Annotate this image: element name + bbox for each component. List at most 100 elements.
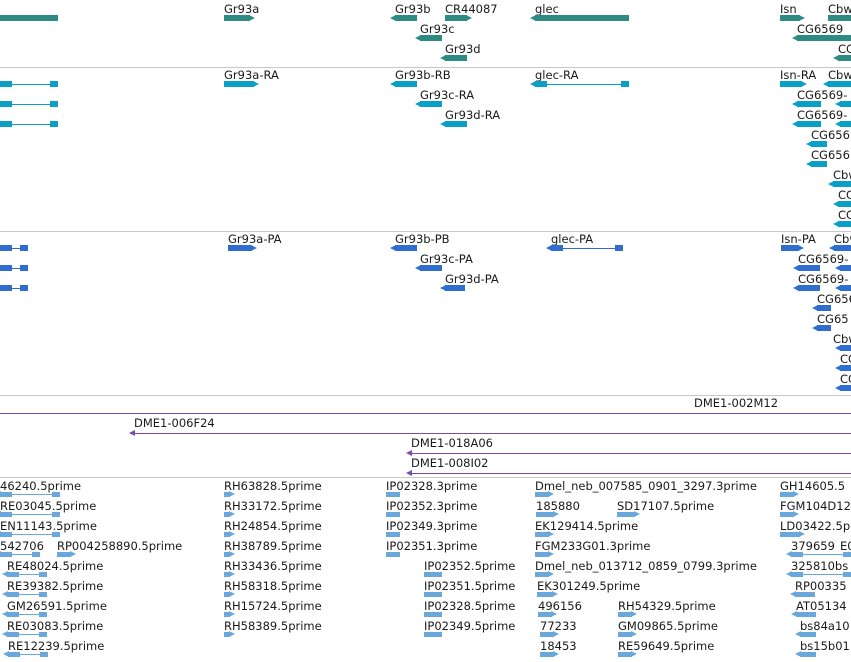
feature-glyph[interactable] (618, 651, 637, 657)
feature-glyph[interactable] (0, 409, 851, 417)
feature-glyph[interactable] (540, 651, 559, 657)
feature-label[interactable]: Dmel_neb_007585_0901_3297.3prime (535, 479, 757, 493)
feature-glyph[interactable] (57, 551, 76, 557)
feature-glyph[interactable] (228, 245, 257, 251)
feature-glyph[interactable] (540, 631, 559, 637)
feature-glyph[interactable] (224, 591, 235, 597)
feature-label[interactable]: 46240.5prime (0, 479, 82, 493)
feature-label[interactable]: Gr93a-RA (224, 68, 279, 82)
feature-label[interactable]: Cbw (833, 332, 851, 346)
feature-label[interactable]: Cbw (833, 168, 851, 182)
feature-label[interactable]: CG6569- (797, 108, 848, 122)
feature-glyph[interactable] (390, 81, 417, 87)
feature-label[interactable]: RH63828.5prime (224, 479, 322, 493)
feature-glyph[interactable] (792, 35, 851, 41)
feature-label[interactable]: Dmel_neb_013712_0859_0799.3prime (535, 559, 757, 573)
feature-glyph[interactable] (786, 551, 851, 557)
feature-glyph[interactable] (833, 221, 851, 227)
feature-glyph[interactable] (440, 55, 467, 61)
feature-glyph[interactable] (806, 161, 827, 167)
feature-glyph[interactable] (224, 551, 235, 557)
feature-glyph[interactable] (780, 491, 799, 497)
feature-label[interactable]: RE48024.5prime (7, 559, 104, 573)
feature-glyph[interactable] (0, 285, 28, 291)
feature-glyph[interactable] (835, 285, 851, 291)
feature-glyph[interactable] (386, 532, 400, 537)
feature-glyph[interactable] (792, 101, 821, 107)
feature-label[interactable]: RE03045.5prime (0, 499, 97, 513)
feature-glyph[interactable] (386, 552, 400, 557)
feature-glyph[interactable] (828, 15, 851, 21)
feature-glyph[interactable] (618, 611, 637, 617)
feature-label[interactable]: GM09865.5prime (618, 619, 718, 633)
feature-label[interactable]: RH54329.5prime (618, 599, 716, 613)
feature-glyph[interactable] (828, 181, 851, 187)
feature-label[interactable]: 77233 (540, 619, 577, 633)
feature-glyph[interactable] (0, 15, 58, 21)
feature-glyph[interactable] (792, 121, 821, 127)
feature-label[interactable]: CG (838, 42, 851, 56)
feature-glyph[interactable] (406, 470, 851, 476)
feature-glyph[interactable] (390, 15, 417, 21)
feature-label[interactable]: Gr93a-PA (228, 232, 282, 246)
feature-glyph[interactable] (2, 611, 47, 617)
feature-glyph[interactable] (835, 265, 851, 271)
feature-glyph[interactable] (0, 81, 58, 87)
feature-label[interactable]: RP004258890.5prime (57, 539, 183, 553)
feature-glyph[interactable] (835, 121, 851, 127)
feature-label[interactable]: FGM233G01.3prime (535, 539, 651, 553)
feature-glyph[interactable] (538, 611, 557, 617)
feature-label[interactable]: Gr93b-RB (395, 68, 451, 82)
feature-label[interactable]: Cbw (834, 232, 851, 246)
feature-glyph[interactable] (0, 551, 40, 557)
feature-glyph[interactable] (530, 15, 629, 21)
feature-label[interactable]: Isn (780, 2, 797, 16)
feature-glyph[interactable] (424, 592, 442, 597)
feature-glyph[interactable] (535, 551, 554, 557)
feature-label[interactable]: CG656 (811, 128, 850, 142)
feature-glyph[interactable] (224, 81, 259, 87)
feature-glyph[interactable] (224, 631, 235, 637)
feature-label[interactable]: glec (535, 2, 559, 16)
feature-glyph[interactable] (833, 55, 851, 61)
feature-glyph[interactable] (2, 571, 47, 577)
feature-glyph[interactable] (790, 591, 815, 597)
feature-label[interactable]: 18453 (540, 639, 577, 653)
feature-label[interactable]: CG6569- (798, 252, 849, 266)
feature-glyph[interactable] (415, 265, 442, 271)
feature-glyph[interactable] (224, 531, 235, 537)
feature-label[interactable]: CG (840, 352, 851, 366)
feature-label[interactable]: EN11143.5prime (0, 519, 97, 533)
feature-glyph[interactable] (386, 492, 400, 497)
feature-label[interactable]: E0 (840, 539, 851, 553)
feature-glyph[interactable] (2, 591, 47, 597)
feature-glyph[interactable] (0, 121, 58, 127)
feature-glyph[interactable] (780, 531, 805, 537)
feature-label[interactable]: 379659 (791, 539, 835, 553)
feature-label[interactable]: RH33172.5prime (224, 499, 322, 513)
feature-label[interactable]: Cbw (828, 2, 851, 16)
feature-glyph[interactable] (833, 201, 851, 207)
feature-label[interactable]: DME1-008I02 (411, 456, 489, 470)
feature-glyph[interactable] (224, 571, 235, 577)
feature-label[interactable]: CG656 (811, 148, 850, 162)
feature-glyph[interactable] (440, 121, 467, 127)
feature-label[interactable]: CG6569- (797, 88, 848, 102)
feature-glyph[interactable] (829, 245, 851, 251)
feature-glyph[interactable] (812, 305, 831, 311)
feature-glyph[interactable] (224, 511, 235, 517)
feature-label[interactable]: IP02351.5prime (424, 579, 516, 593)
feature-label[interactable]: FGM104D12 (780, 499, 851, 513)
feature-label[interactable]: RP00335 (795, 579, 847, 593)
feature-label[interactable]: CG656 (817, 292, 851, 306)
feature-label[interactable]: RH15724.5prime (224, 599, 322, 613)
feature-label[interactable]: Gr93d (445, 42, 481, 56)
feature-glyph[interactable] (440, 285, 465, 291)
feature-label[interactable]: CG (838, 188, 851, 202)
feature-glyph[interactable] (2, 631, 47, 637)
feature-glyph[interactable] (536, 511, 559, 517)
feature-glyph[interactable] (793, 265, 820, 271)
feature-label[interactable]: EK129414.5prime (535, 519, 639, 533)
feature-label[interactable]: Gr93d-PA (445, 272, 499, 286)
feature-label[interactable]: Isn-RA (780, 68, 817, 82)
